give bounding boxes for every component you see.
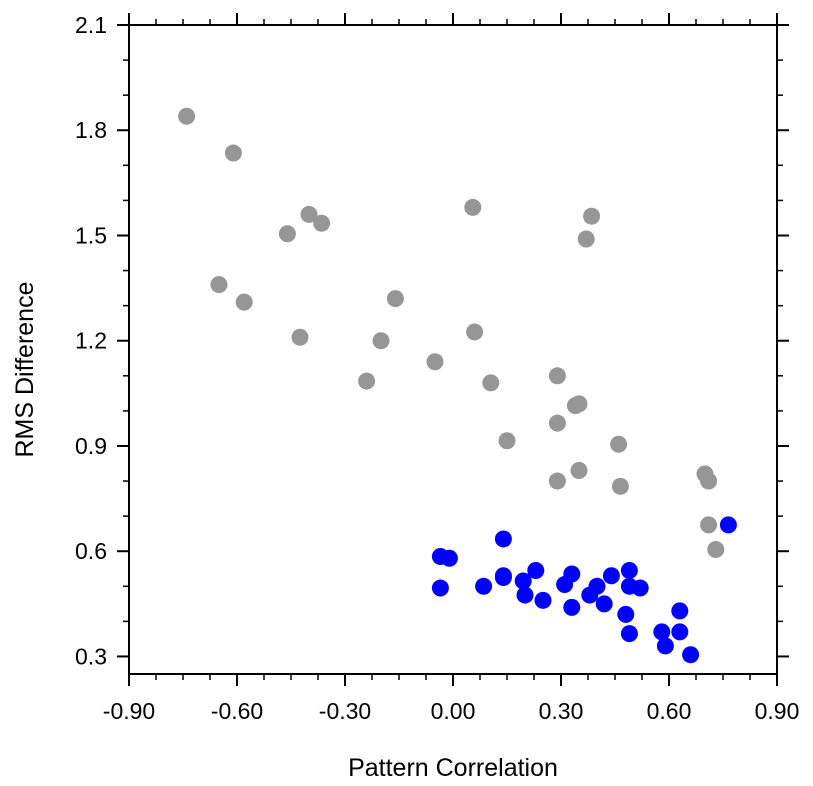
data-point [210, 276, 228, 294]
data-point [700, 516, 718, 534]
data-point [548, 367, 566, 385]
data-point [620, 625, 638, 643]
tick-labels: -0.90 -0.60 -0.30 0.00 0.30 0.60 0.90 0.3 0.6 0.9… [75, 12, 799, 724]
data-point [440, 549, 458, 567]
data-point [482, 374, 500, 392]
data-point [656, 637, 674, 655]
data-point [653, 623, 671, 641]
y-tick-label: 2.1 [75, 12, 107, 38]
data-point [700, 472, 718, 490]
x-tick-label: 0.90 [755, 698, 800, 724]
y-tick-label: 0.6 [75, 538, 107, 564]
data-point [719, 516, 737, 534]
data-point [620, 562, 638, 580]
data-point [602, 567, 620, 585]
data-point [224, 144, 242, 162]
data-point [611, 477, 629, 495]
y-tick-label: 1.2 [75, 328, 107, 354]
data-point [707, 540, 725, 558]
y-axis-title: RMS Difference [11, 282, 39, 458]
data-points [178, 107, 737, 664]
axis-ticks [117, 13, 789, 686]
y-tick-label: 0.3 [75, 643, 107, 669]
x-tick-label: 0.60 [647, 698, 692, 724]
data-point [372, 332, 390, 350]
data-point [358, 372, 376, 390]
data-point [577, 230, 595, 248]
data-point [595, 595, 613, 613]
data-point [466, 323, 484, 341]
data-point [563, 565, 581, 583]
x-tick-label: -0.30 [319, 698, 371, 724]
data-point [534, 591, 552, 609]
data-point [300, 205, 318, 223]
data-point [426, 353, 444, 371]
data-point [494, 530, 512, 548]
data-point [570, 462, 588, 480]
x-tick-label: 0.00 [431, 698, 476, 724]
data-point [617, 605, 635, 623]
data-point [631, 579, 649, 597]
x-tick-label: -0.60 [211, 698, 263, 724]
data-point [682, 646, 700, 664]
data-point [527, 562, 545, 580]
data-point [548, 472, 566, 490]
x-tick-label: 0.30 [539, 698, 584, 724]
data-point [570, 395, 588, 413]
data-point [514, 572, 532, 590]
data-point [583, 207, 601, 225]
data-point [464, 198, 482, 216]
data-point [498, 432, 516, 450]
data-point [563, 598, 581, 616]
data-point [235, 293, 253, 311]
data-point [178, 107, 196, 125]
data-point [588, 577, 606, 595]
data-point [475, 577, 493, 595]
data-point [431, 579, 449, 597]
data-point [494, 567, 512, 585]
data-point [671, 602, 689, 620]
data-point [516, 586, 534, 604]
data-point [386, 290, 404, 308]
data-point [278, 225, 296, 243]
data-point [671, 623, 689, 641]
plot-frame [128, 24, 778, 675]
data-point [313, 214, 331, 232]
y-tick-label: 1.8 [75, 117, 107, 143]
data-point [610, 435, 628, 453]
data-point [548, 414, 566, 432]
x-axis-title: Pattern Correlation [348, 754, 558, 782]
y-tick-label: 1.5 [75, 222, 107, 248]
data-point [291, 328, 309, 346]
x-tick-label: -0.90 [103, 698, 155, 724]
y-tick-label: 0.9 [75, 433, 107, 459]
